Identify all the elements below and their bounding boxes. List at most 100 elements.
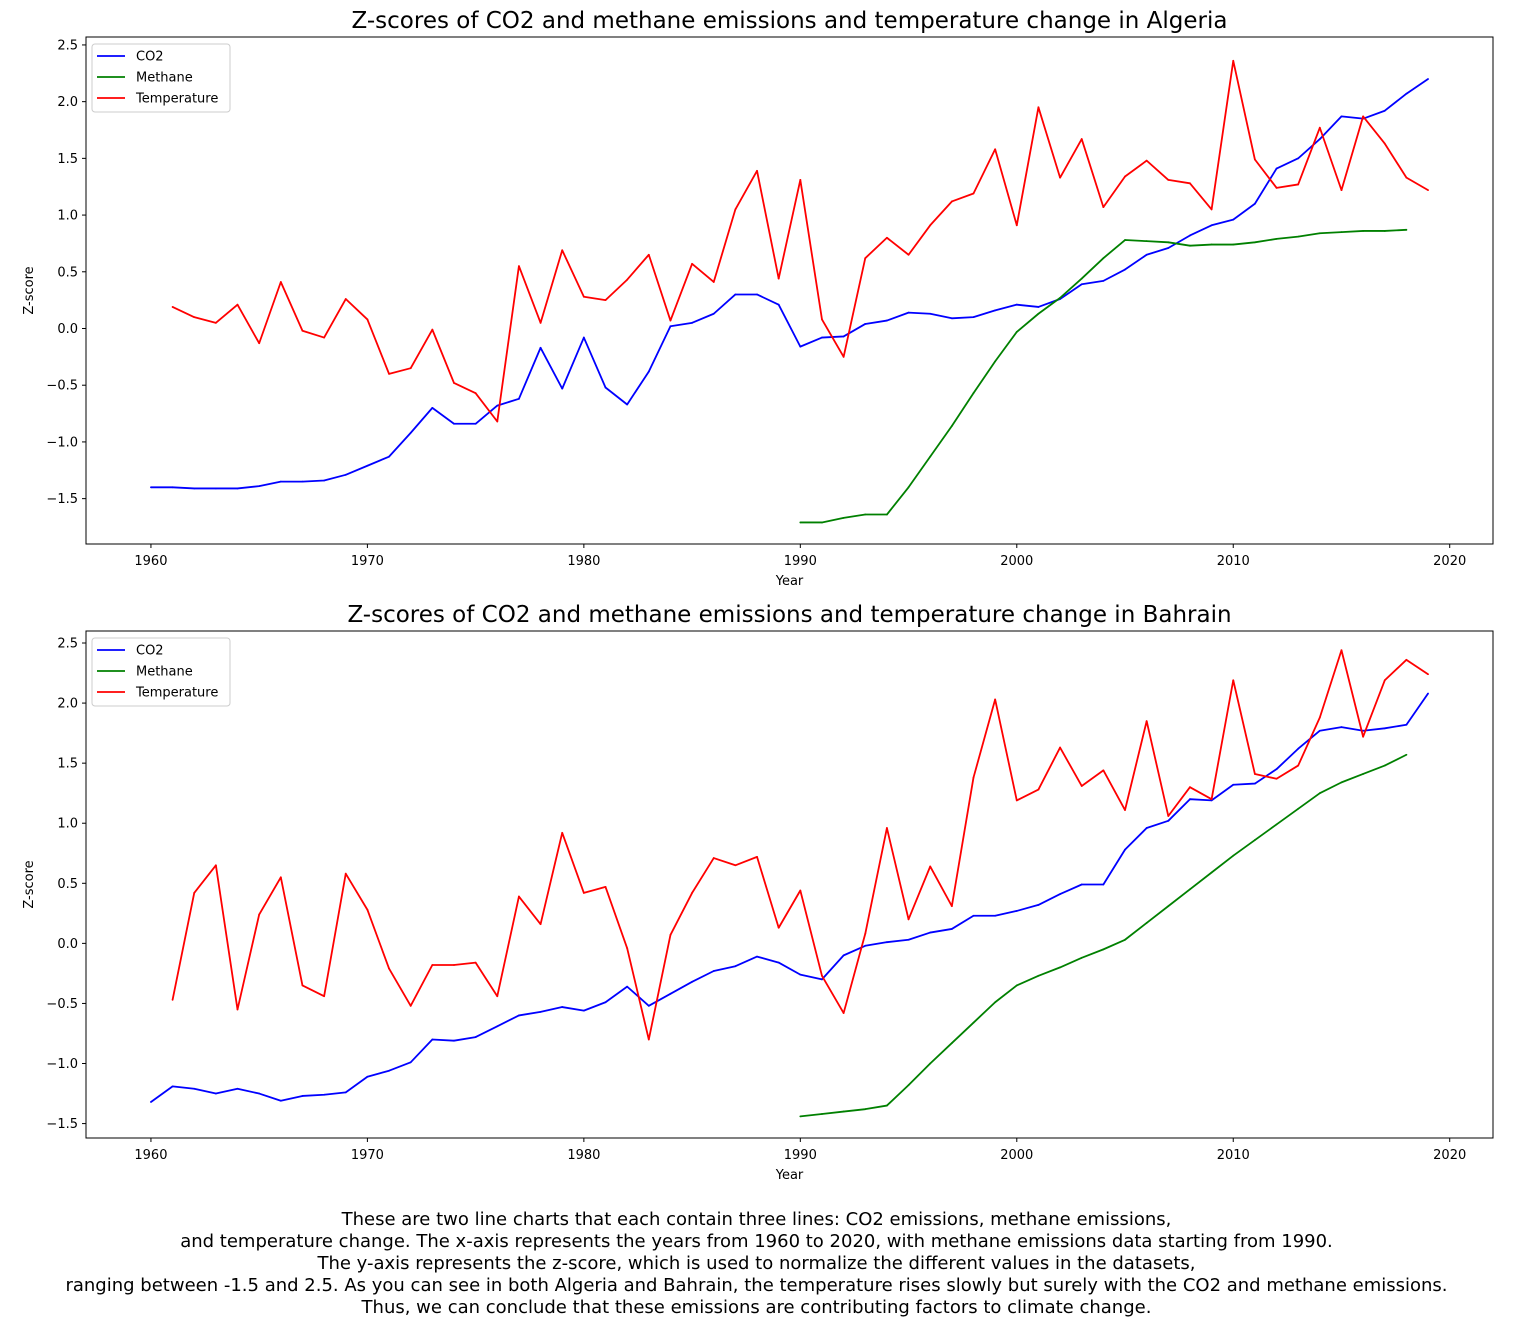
data-point-co2 (1340, 115, 1343, 118)
data-point-temperature (1015, 224, 1018, 227)
series-line-co2 (150, 78, 1429, 490)
data-point-temperature (842, 355, 845, 358)
data-point-temperature (1189, 182, 1191, 185)
chart-title: Z-scores of CO2 and methane emissions an… (352, 8, 1228, 34)
data-point-temperature (1427, 673, 1429, 676)
data-point-co2 (582, 1009, 585, 1012)
x-tick-label: 2020 (1433, 554, 1466, 569)
x-tick-label: 1990 (784, 1148, 817, 1163)
data-point-temperature (518, 895, 520, 898)
data-point-temperature (1318, 126, 1321, 129)
data-point-temperature (799, 889, 802, 892)
data-point-temperature (1232, 679, 1235, 682)
data-point-co2 (279, 480, 282, 483)
data-point-temperature (972, 192, 975, 195)
data-point-co2 (626, 985, 629, 988)
y-tick-label: −1.5 (46, 492, 78, 507)
data-point-co2 (301, 480, 304, 483)
data-point-temperature (1318, 716, 1321, 719)
data-point-co2 (777, 961, 780, 964)
data-point-temperature (972, 776, 975, 779)
data-point-temperature (236, 303, 239, 306)
data-point-temperature (582, 295, 585, 298)
data-point-co2 (669, 992, 672, 995)
data-point-co2 (258, 1092, 261, 1095)
data-point-co2 (388, 1069, 390, 1072)
y-tick-label: 0.0 (57, 937, 78, 952)
data-point-temperature (647, 253, 650, 256)
legend-label-temperature: Temperature (135, 92, 218, 107)
data-point-temperature (1167, 815, 1170, 817)
x-tick-label: 1970 (351, 554, 384, 569)
data-point-co2 (864, 323, 867, 325)
data-point-co2 (366, 464, 369, 467)
data-point-co2 (734, 293, 737, 296)
data-point-temperature (1037, 106, 1040, 109)
data-point-co2 (388, 455, 390, 458)
y-axis-label: Z-score (22, 860, 37, 908)
data-point-co2 (1015, 303, 1018, 306)
data-point-temperature (474, 392, 477, 395)
x-tick-label: 1990 (784, 554, 817, 569)
data-point-temperature (1015, 799, 1018, 802)
data-point-co2 (1275, 167, 1278, 170)
data-point-co2 (712, 970, 715, 972)
data-point-co2 (1253, 782, 1256, 785)
data-point-co2 (950, 317, 953, 320)
data-point-co2 (453, 1039, 455, 1042)
data-point-temperature (1059, 176, 1061, 179)
data-point-methane (1210, 871, 1213, 874)
data-point-methane (842, 517, 845, 519)
data-point-temperature (496, 995, 499, 998)
data-point-temperature (453, 964, 455, 966)
data-point-methane (821, 1113, 823, 1115)
caption-line: and temperature change. The x-axis repre… (180, 1231, 1333, 1252)
data-point-methane (864, 1108, 867, 1111)
data-point-temperature (1383, 679, 1386, 682)
data-point-co2 (1124, 268, 1126, 271)
data-point-methane (1189, 888, 1191, 891)
y-tick-label: 2.5 (57, 637, 78, 652)
data-point-temperature (886, 236, 888, 239)
data-point-temperature (409, 1004, 412, 1007)
data-point-methane (1232, 243, 1235, 246)
caption-line: These are two line charts that each cont… (341, 1209, 1172, 1230)
data-point-temperature (323, 995, 326, 998)
data-point-methane (907, 486, 910, 489)
data-point-temperature (950, 905, 953, 908)
data-point-methane (1318, 792, 1321, 795)
data-point-temperature (1080, 785, 1083, 787)
data-point-co2 (1297, 747, 1300, 750)
data-point-temperature (1340, 189, 1343, 192)
data-point-temperature (994, 148, 997, 151)
data-point-co2 (1015, 910, 1018, 912)
data-point-co2 (518, 1014, 520, 1017)
data-point-temperature (1037, 788, 1040, 791)
data-point-temperature (647, 1038, 650, 1041)
data-point-co2 (1275, 768, 1278, 771)
data-point-co2 (1232, 783, 1235, 786)
data-point-co2 (1059, 893, 1061, 896)
data-point-methane (1015, 331, 1018, 333)
data-point-co2 (366, 1075, 369, 1078)
data-point-co2 (1167, 819, 1170, 822)
data-point-temperature (799, 179, 802, 181)
data-point-temperature (344, 298, 347, 300)
y-tick-label: −1.5 (46, 1117, 78, 1132)
data-point-co2 (1318, 729, 1321, 732)
data-point-temperature (388, 967, 390, 970)
y-tick-label: 0.5 (57, 265, 78, 280)
data-point-methane (821, 521, 823, 524)
data-point-co2 (1383, 727, 1386, 730)
data-point-temperature (193, 892, 196, 894)
data-point-co2 (950, 928, 953, 930)
data-point-temperature (388, 372, 390, 375)
data-point-methane (1189, 244, 1191, 247)
data-point-methane (994, 1001, 997, 1004)
data-point-methane (1318, 232, 1321, 235)
caption-line: The y-axis represents the z-score, which… (317, 1253, 1196, 1274)
data-point-temperature (821, 974, 823, 977)
data-point-methane (1383, 764, 1386, 767)
data-point-co2 (539, 1010, 542, 1013)
data-point-co2 (344, 1091, 347, 1094)
